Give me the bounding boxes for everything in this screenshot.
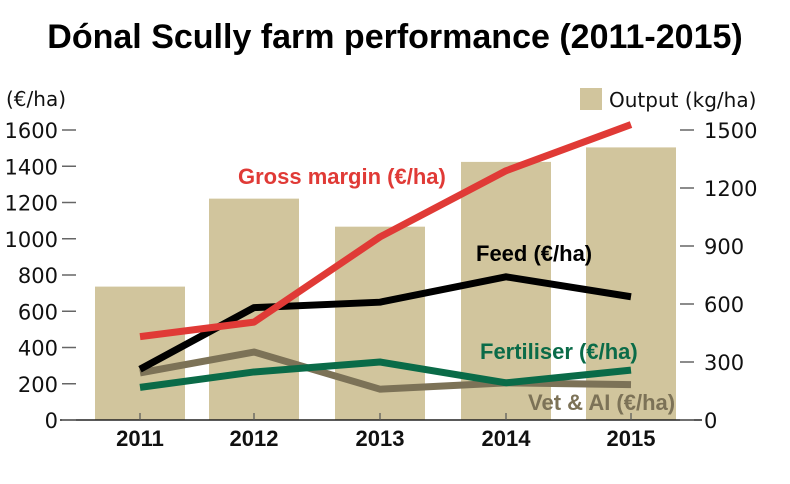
left-tick-label: 200 <box>18 373 58 397</box>
right-tick-label: 1500 <box>704 119 757 143</box>
x-tick-label: 2012 <box>230 426 279 451</box>
left-tick-label: 600 <box>18 300 58 324</box>
x-tick-label: 2015 <box>607 426 656 451</box>
left-tick-label: 0 <box>45 409 58 433</box>
right-tick-label: 600 <box>704 293 744 317</box>
line-vet <box>139 348 632 393</box>
series-label-fertiliser: Fertiliser (€/ha) <box>480 339 638 364</box>
x-tick-label: 2013 <box>356 426 405 451</box>
legend-label-output: Output (kg/ha) <box>609 88 756 112</box>
x-tick-label: 2014 <box>482 426 532 451</box>
left-tick-label: 400 <box>18 337 58 361</box>
left-tick-label: 1400 <box>5 155 58 179</box>
line-fertiliser <box>139 358 632 391</box>
right-tick-label: 900 <box>704 235 744 259</box>
left-axis-label: (€/ha) <box>6 87 66 111</box>
chart-title: Dónal Scully farm performance (2011-2015… <box>47 18 742 56</box>
left-tick-label: 1000 <box>5 228 58 252</box>
right-tick-label: 1200 <box>704 177 757 201</box>
right-tick-label: 0 <box>704 409 717 433</box>
line-gross <box>139 121 633 341</box>
left-tick-label: 800 <box>18 264 58 288</box>
series-label-feed: Feed (€/ha) <box>476 241 592 266</box>
legend-swatch-output <box>580 88 602 110</box>
series-label-gross: Gross margin (€/ha) <box>238 164 446 189</box>
series-label-vet: Vet & AI (€/ha) <box>528 390 675 415</box>
x-tick-label: 2011 <box>116 426 164 451</box>
right-tick-label: 300 <box>704 351 744 375</box>
left-tick-label: 1200 <box>5 192 58 216</box>
left-tick-label: 1600 <box>5 119 58 143</box>
bar-output-2015 <box>586 147 676 420</box>
